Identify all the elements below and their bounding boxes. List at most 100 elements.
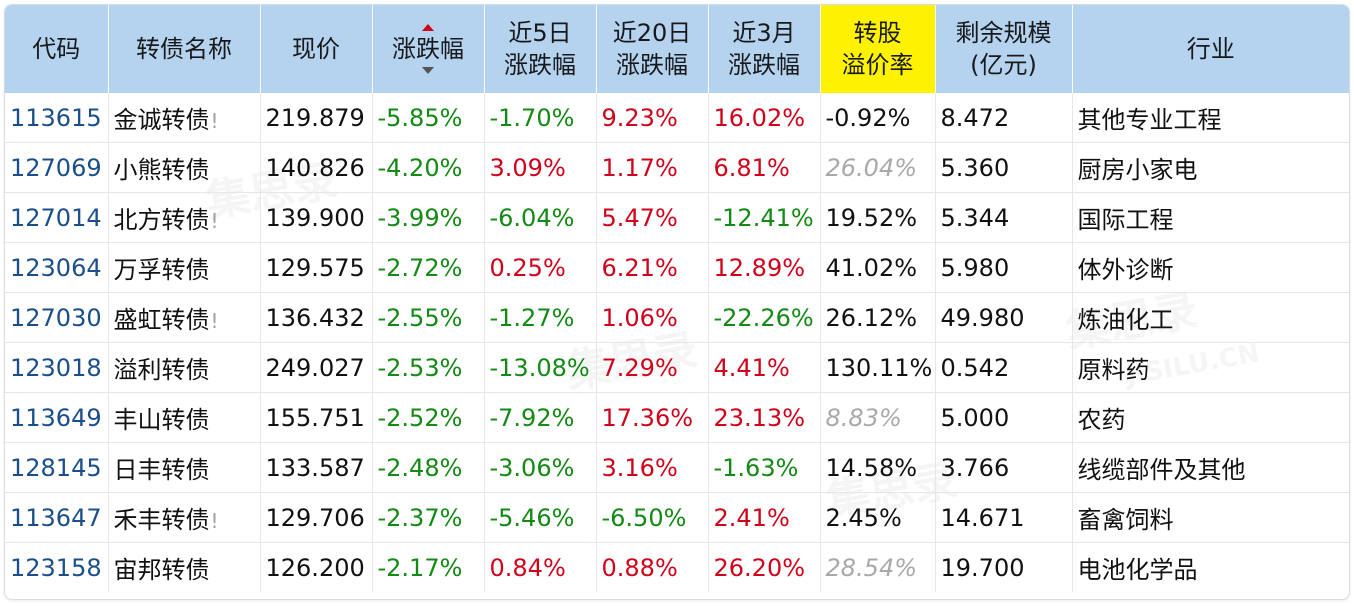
change-cell: -2.52% — [372, 392, 485, 443]
table-row: 128145 日丰转债 133.587 -2.48% -3.06% 3.16% -1.63%… — [5, 442, 1349, 493]
bond-name-cell[interactable]: 丰山转债 — [108, 392, 261, 443]
chg3m-cell: 23.13% — [708, 392, 821, 443]
premium-cell: 19.52% — [820, 192, 936, 243]
price-cell: 136.432 — [260, 292, 373, 343]
header-change[interactable]: 涨跌幅 — [372, 5, 485, 93]
bond-name-cell[interactable]: 小熊转债 — [108, 142, 261, 193]
change-cell: -4.20% — [372, 142, 485, 193]
price-cell: 139.900 — [260, 192, 373, 243]
size-cell: 5.980 — [935, 242, 1073, 293]
table-row: 123018 溢利转债 249.027 -2.53% -13.08% 7.29% 4.41%… — [5, 342, 1349, 393]
industry-cell: 电池化学品 — [1077, 556, 1198, 584]
industry-cell: 原料药 — [1072, 342, 1349, 393]
premium-cell: 130.11% — [820, 342, 936, 393]
bond-code-link[interactable]: 127069 — [5, 142, 109, 193]
chg5d-cell: -5.46% — [484, 492, 597, 543]
bond-code-link[interactable]: 123018 — [5, 342, 109, 393]
convertible-bond-table: 代码 转债名称 现价 涨跌幅 近5日 涨跌幅 近20日 涨跌幅 近3月 — [5, 5, 1349, 592]
chg20d-cell: 1.17% — [596, 142, 709, 193]
header-chg5d[interactable]: 近5日 涨跌幅 — [484, 5, 597, 93]
industry-cell: 畜禽饲料 — [1072, 492, 1349, 543]
chg5d-cell: 0.84% — [484, 542, 597, 592]
bond-name: 溢利转债 — [113, 356, 210, 384]
header-name-label: 转债名称 — [136, 35, 232, 63]
change-cell: -3.99% — [372, 192, 485, 243]
header-chg20d[interactable]: 近20日 涨跌幅 — [596, 5, 709, 93]
chg20d-cell: -6.50% — [596, 492, 709, 543]
bond-code-link[interactable]: 113647 — [5, 492, 109, 543]
industry-cell: 其他专业工程 — [1072, 93, 1349, 143]
chg20d-cell: 9.23% — [596, 93, 709, 143]
price-cell: 219.879 — [260, 93, 373, 143]
premium-cell: 14.58% — [820, 442, 936, 493]
warning-mark-icon[interactable]: ! — [210, 309, 219, 333]
header-chg20d-line1: 近20日 — [612, 19, 692, 47]
change-cell: -5.85% — [372, 93, 485, 143]
header-price[interactable]: 现价 — [260, 5, 373, 93]
chg5d-cell: -7.92% — [484, 392, 597, 443]
size-cell: 49.980 — [935, 292, 1073, 343]
chg3m-cell: 16.02% — [708, 93, 821, 143]
size-cell: 3.766 — [935, 442, 1073, 493]
price-cell: 155.751 — [260, 392, 373, 443]
chg20d-cell: 6.21% — [596, 242, 709, 293]
chg3m-cell: 4.41% — [708, 342, 821, 393]
warning-mark-icon[interactable]: ! — [210, 509, 219, 533]
chg5d-cell: -3.06% — [484, 442, 597, 493]
chg3m-cell: 26.20% — [708, 542, 821, 592]
change-cell: -2.72% — [372, 242, 485, 293]
bond-name: 万孚转债 — [113, 256, 210, 284]
premium-cell: 28.54% — [820, 542, 936, 592]
bond-code-link[interactable]: 128145 — [5, 442, 109, 493]
warning-mark-icon[interactable]: ! — [210, 109, 219, 133]
header-size[interactable]: 剩余规模 (亿元) — [935, 5, 1073, 93]
bond-name-cell[interactable]: 万孚转债 — [108, 242, 261, 293]
header-name[interactable]: 转债名称 — [108, 5, 261, 93]
industry-cell: 厨房小家电 — [1072, 142, 1349, 193]
premium-cell: 26.12% — [820, 292, 936, 343]
header-chg3m[interactable]: 近3月 涨跌幅 — [708, 5, 821, 93]
chg5d-cell: -13.08% — [484, 342, 597, 393]
table-row: 127069 小熊转债 140.826 -4.20% 3.09% 1.17% 6.81% 26… — [5, 142, 1349, 193]
bond-name-cell[interactable]: 盛虹转债! — [108, 292, 261, 343]
header-premium[interactable]: 转股 溢价率 — [820, 5, 936, 93]
bond-code-link[interactable]: 113649 — [5, 392, 109, 443]
bond-code-link[interactable]: 113615 — [5, 93, 109, 143]
bond-name-cell[interactable]: 北方转债! — [108, 192, 261, 243]
bond-name-cell[interactable]: 金诚转债! — [108, 93, 261, 143]
bond-code-link[interactable]: 127030 — [5, 292, 109, 343]
bond-name: 禾丰转债 — [113, 506, 210, 534]
header-industry[interactable]: 行业 — [1072, 5, 1349, 93]
premium-cell: 8.83% — [820, 392, 936, 443]
bond-code-link[interactable]: 127014 — [5, 192, 109, 243]
bond-name-cell[interactable]: 禾丰转债! — [108, 492, 261, 543]
chg5d-cell: -1.27% — [484, 292, 597, 343]
premium-cell: 26.04% — [820, 142, 936, 193]
bond-name-cell[interactable]: 日丰转债 — [108, 442, 261, 493]
price-cell: 140.826 — [260, 142, 373, 193]
change-cell: -2.53% — [372, 342, 485, 393]
size-cell: 8.472 — [935, 93, 1073, 143]
bond-code-link[interactable]: 123158 — [5, 542, 109, 592]
header-code[interactable]: 代码 — [5, 5, 109, 93]
chg20d-cell: 7.29% — [596, 342, 709, 393]
industry-cell: 炼油化工 — [1072, 292, 1349, 343]
bond-name: 金诚转债 — [113, 106, 210, 134]
chg3m-cell: 12.89% — [708, 242, 821, 293]
chg3m-cell: -22.26% — [708, 292, 821, 343]
header-change-label: 涨跌幅 — [392, 35, 464, 63]
change-cell: -2.17% — [372, 542, 485, 592]
header-industry-label: 行业 — [1186, 35, 1235, 63]
header-chg5d-line1: 近5日 — [508, 19, 572, 47]
bond-code-link[interactable]: 123064 — [5, 242, 109, 293]
header-premium-line2: 溢价率 — [841, 51, 914, 79]
warning-mark-icon[interactable]: ! — [210, 209, 219, 233]
bond-name: 日丰转债 — [113, 456, 210, 484]
change-cell: -2.55% — [372, 292, 485, 343]
industry-cell: 体外诊断 — [1072, 242, 1349, 293]
price-cell: 133.587 — [260, 442, 373, 493]
bond-name-cell[interactable]: 宙邦转债 — [108, 542, 261, 592]
bond-name-cell[interactable]: 溢利转债 — [108, 342, 261, 393]
header-price-label: 现价 — [292, 35, 340, 63]
chg3m-cell: -1.63% — [708, 442, 821, 493]
